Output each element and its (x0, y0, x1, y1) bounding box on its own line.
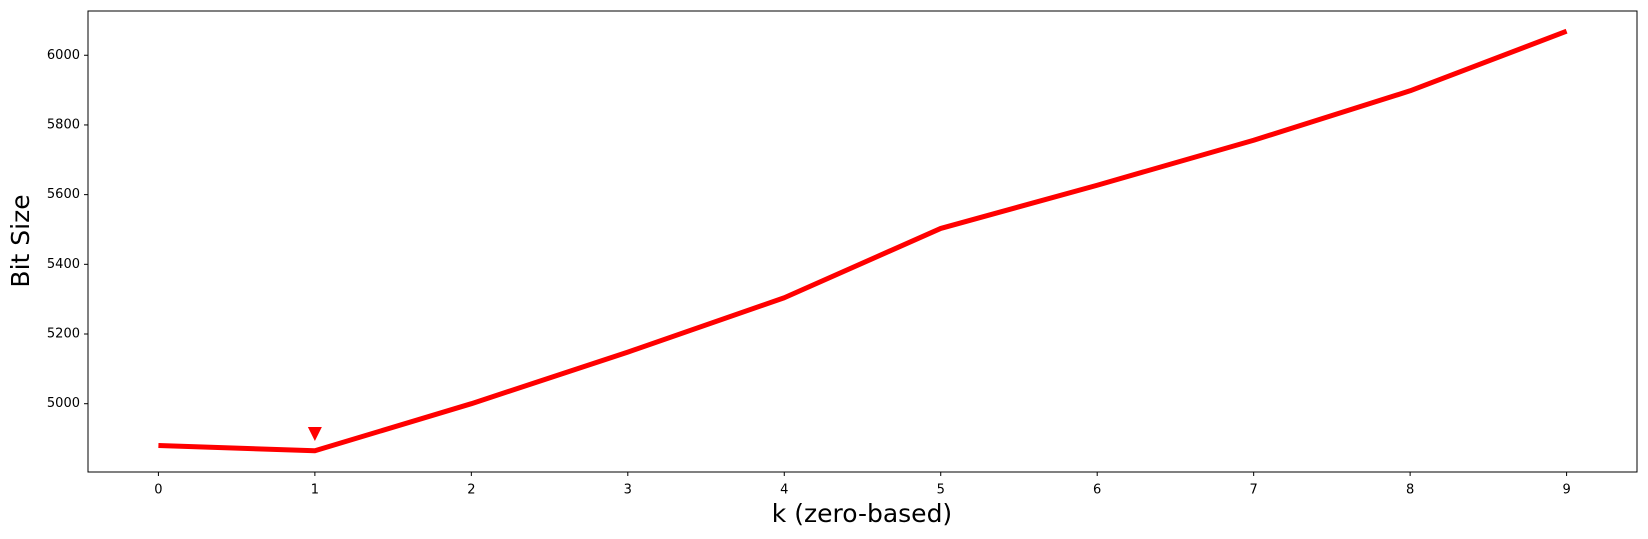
y-tick-label: 5800 (47, 117, 80, 132)
y-tick-label: 5400 (47, 257, 80, 272)
y-tick-label: 5000 (47, 396, 80, 411)
x-tick-label: 4 (780, 483, 788, 498)
marker (307, 427, 322, 442)
y-tick-label: 5200 (47, 327, 80, 342)
x-tick-label: 9 (1562, 483, 1570, 498)
data-line (158, 28, 1568, 454)
x-tick-label: 7 (1250, 483, 1258, 498)
y-axis-label: Bit Size (6, 194, 35, 287)
plot-frame (87, 10, 1638, 473)
y-tick-label: 5600 (47, 187, 80, 202)
x-tick-label: 5 (937, 483, 945, 498)
x-tick-label: 3 (624, 483, 632, 498)
x-tick-label: 1 (311, 483, 319, 498)
y-tick-label: 6000 (47, 48, 80, 63)
x-tick-label: 2 (467, 483, 475, 498)
x-tick-label: 0 (154, 483, 162, 498)
x-tick-label: 6 (1093, 483, 1101, 498)
x-tick-label: 8 (1406, 483, 1414, 498)
x-axis-label: k (zero-based) (772, 499, 952, 528)
